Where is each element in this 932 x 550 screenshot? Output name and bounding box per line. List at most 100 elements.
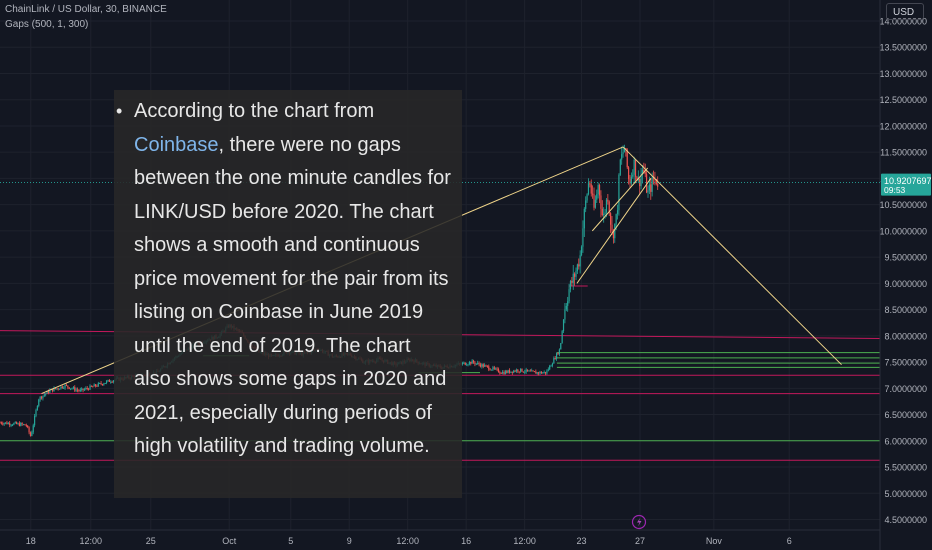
candle-body [634, 159, 637, 177]
candle-body [71, 388, 73, 390]
candle-body [36, 405, 38, 410]
x-tick-label: 12:00 [80, 536, 103, 546]
y-tick-label: 11.5000000 [880, 148, 927, 158]
candle-body [607, 199, 609, 202]
candle-body [611, 224, 613, 231]
candle-body [471, 360, 473, 364]
candle-body [22, 424, 25, 426]
candle-body [633, 159, 635, 175]
candle-body [25, 425, 27, 427]
candle-body [554, 358, 556, 360]
candle-body [484, 365, 486, 367]
candle-body [551, 363, 554, 366]
lightning-icon[interactable] [631, 514, 647, 530]
candle-body [108, 379, 110, 382]
time-axis[interactable]: 18 12:00 25 Oct 5 9 12:00 16 12:00 23 27 Nov 6 [0, 529, 880, 546]
candle-body [0, 422, 2, 424]
candle-body [56, 388, 58, 390]
candle-body [614, 223, 616, 239]
candle-body [558, 349, 560, 355]
candle-body [49, 390, 51, 393]
candle-body [42, 395, 44, 399]
candle-body [18, 423, 20, 426]
candle-body [74, 387, 76, 391]
candle-body [482, 364, 484, 367]
candle-body [475, 363, 477, 365]
candle-body [14, 422, 16, 424]
candle-body [655, 178, 657, 185]
y-tick-label: 6.0000000 [884, 436, 927, 446]
candle-body [544, 371, 547, 374]
candle-body [593, 194, 595, 208]
candle-body [88, 388, 90, 390]
candle-body [70, 388, 72, 390]
candle-body [29, 432, 32, 437]
x-tick-label: 16 [461, 536, 471, 546]
candle-body [604, 212, 606, 215]
candle-body [520, 368, 522, 372]
indicator-label[interactable]: Gaps (500, 1, 300) [5, 19, 89, 30]
candle-body [34, 415, 36, 426]
x-tick-label: Oct [222, 536, 237, 546]
candle-body [470, 361, 472, 364]
candle-body [94, 384, 97, 387]
candle-body [596, 194, 598, 200]
candle-body [637, 178, 639, 181]
candle-body [38, 399, 40, 406]
candle-body [510, 371, 512, 373]
y-tick-label: 12.0000000 [879, 121, 927, 131]
candle-body [582, 228, 584, 247]
candle-body [479, 364, 482, 367]
candle-body [490, 369, 493, 371]
candle-body [521, 368, 523, 372]
candle-body [557, 353, 559, 355]
candle-body [64, 384, 66, 388]
candle-body [525, 369, 527, 372]
candle-body [111, 381, 113, 383]
candle-body [24, 424, 26, 426]
candle-body [560, 343, 562, 350]
x-tick-label: 25 [146, 536, 156, 546]
candle-body [547, 369, 549, 371]
candle-body [616, 210, 619, 215]
candle-body [27, 425, 29, 428]
bullet: • [116, 101, 123, 121]
candle-body [536, 372, 538, 374]
price-axis[interactable]: 14.0000000 13.5000000 13.0000000 12.5000000… [879, 0, 927, 550]
candle-body [571, 280, 573, 283]
candle-body [576, 264, 578, 271]
currency-button[interactable]: USD [886, 3, 924, 20]
candle-body [486, 365, 488, 367]
trendline [576, 178, 652, 284]
overlay-text-body: , there were no gaps between the one min… [134, 133, 451, 458]
candle-body [590, 184, 592, 194]
candle-body [535, 371, 537, 374]
price-tag-countdown: 09:53 [884, 185, 906, 195]
candle-body [623, 148, 626, 153]
candle-body [514, 370, 516, 372]
candle-body [506, 371, 508, 373]
candle-body [524, 371, 526, 373]
candle-body [86, 388, 88, 390]
candle-body [529, 370, 531, 372]
candle-body [13, 423, 15, 425]
candle-body [553, 358, 555, 364]
candle-body [85, 388, 87, 390]
candle-body [594, 199, 596, 208]
coinbase-link[interactable]: Coinbase [134, 133, 219, 156]
candle-body [28, 427, 30, 433]
candle-body [629, 178, 631, 184]
candle-body [79, 389, 81, 391]
candle-body [526, 369, 529, 371]
candle-body [574, 273, 576, 277]
candle-body [46, 391, 48, 394]
candle-body [493, 367, 495, 369]
candle-body [583, 208, 585, 229]
candle-body [651, 177, 653, 192]
x-tick-label: 9 [347, 536, 352, 546]
candle-body [539, 371, 541, 374]
candle-body [568, 289, 570, 302]
candle-body [528, 370, 530, 372]
candle-body [45, 393, 47, 395]
trendline [591, 167, 649, 232]
